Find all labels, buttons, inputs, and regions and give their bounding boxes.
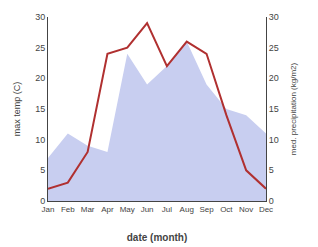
svg-text:15: 15: [269, 104, 279, 114]
svg-text:10: 10: [269, 135, 279, 145]
svg-text:5: 5: [269, 165, 274, 175]
svg-text:med. precipitation (kg/m2): med. precipitation (kg/m2): [289, 62, 298, 155]
svg-text:Oct: Oct: [220, 205, 233, 214]
svg-text:Aug: Aug: [180, 205, 194, 214]
svg-text:25: 25: [269, 43, 279, 53]
svg-text:5: 5: [40, 165, 45, 175]
svg-text:Mar: Mar: [81, 205, 95, 214]
svg-text:20: 20: [269, 73, 279, 83]
svg-text:0: 0: [269, 196, 274, 206]
svg-text:Sep: Sep: [199, 205, 214, 214]
svg-text:max temp (C): max temp (C): [12, 82, 22, 137]
svg-text:30: 30: [269, 12, 279, 22]
svg-text:10: 10: [35, 135, 45, 145]
svg-text:Jul: Jul: [162, 205, 172, 214]
svg-text:25: 25: [35, 43, 45, 53]
svg-text:0: 0: [40, 196, 45, 206]
svg-text:date (month): date (month): [127, 232, 188, 243]
svg-text:Feb: Feb: [61, 205, 75, 214]
svg-text:May: May: [120, 205, 135, 214]
svg-text:30: 30: [35, 12, 45, 22]
svg-text:Nov: Nov: [239, 205, 253, 214]
svg-text:Jun: Jun: [141, 205, 154, 214]
svg-text:Dec: Dec: [259, 205, 273, 214]
svg-text:Apr: Apr: [101, 205, 114, 214]
svg-text:15: 15: [35, 104, 45, 114]
svg-text:Jan: Jan: [42, 205, 55, 214]
svg-text:20: 20: [35, 73, 45, 83]
